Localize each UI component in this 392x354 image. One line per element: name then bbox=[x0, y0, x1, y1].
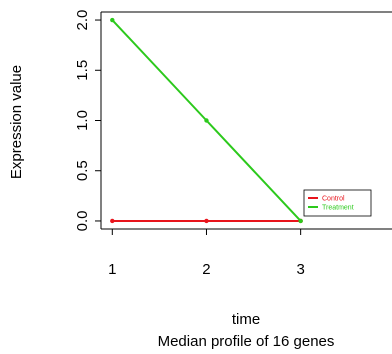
legend-label-control: Control bbox=[322, 196, 345, 203]
legend-box bbox=[303, 189, 372, 217]
x-axis-title: time bbox=[232, 311, 260, 328]
data-point-treatment bbox=[298, 218, 303, 224]
legend: Control Treatment bbox=[303, 189, 372, 217]
data-point-control bbox=[204, 218, 209, 224]
x-tick-label: 1 bbox=[108, 261, 116, 278]
x-axis: 1 2 3 bbox=[108, 229, 305, 278]
series-layer bbox=[110, 17, 303, 224]
y-axis: 0.0 0.5 1.0 1.5 2.0 bbox=[74, 10, 101, 232]
y-tick-label: 0.5 bbox=[74, 160, 91, 181]
data-point-treatment bbox=[110, 17, 115, 23]
data-point-control bbox=[110, 218, 115, 224]
x-tick-label: 3 bbox=[296, 261, 304, 278]
chart-caption: Median profile of 16 genes bbox=[158, 333, 335, 350]
y-tick-label: 1.5 bbox=[74, 60, 91, 81]
y-tick-label: 1.0 bbox=[74, 110, 91, 131]
x-tick-label: 2 bbox=[202, 261, 210, 278]
y-tick-label: 2.0 bbox=[74, 10, 91, 31]
y-tick-label: 0.0 bbox=[74, 211, 91, 232]
y-axis-title: Expression value bbox=[8, 65, 25, 179]
legend-label-treatment: Treatment bbox=[322, 205, 354, 212]
data-point-treatment bbox=[204, 118, 209, 123]
